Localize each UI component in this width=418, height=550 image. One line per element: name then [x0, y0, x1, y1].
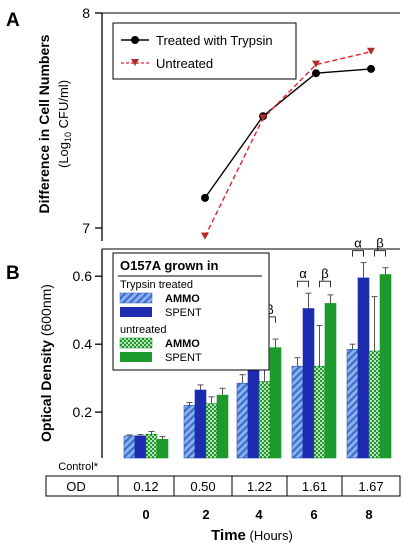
legend-untreated-marker: [131, 59, 139, 66]
bar-spent-untreated-8: [379, 274, 392, 459]
panel-a-label: A: [6, 10, 20, 31]
legend-group-untreated: untreated: [120, 324, 166, 336]
bar-ammo-untreated-8: [368, 350, 381, 459]
control-od-value-2: 0.50: [190, 479, 215, 494]
panel-a-legend-box: [112, 22, 297, 80]
panel-b-ylabel-text: Optical Density (600nm): [38, 284, 54, 442]
bar-ammo-treated-4: [236, 382, 249, 459]
point-treated-8: [367, 64, 375, 73]
significance-label-alpha-8: α: [354, 236, 362, 251]
bar-ammo-treated-6: [291, 365, 304, 459]
series-line-treated: [204, 68, 372, 199]
significance-label-beta-4: β: [266, 302, 273, 317]
panel-b-xtick-label-6: 6: [310, 507, 317, 522]
panel-a-tick-label-8: 8: [82, 5, 90, 21]
point-treated-2: [201, 193, 209, 202]
bar-ammo-treated-2: [183, 404, 196, 459]
panel-a-ylabel-line2: (Log10 CFU/ml): [56, 80, 73, 168]
bar-spent-untreated-4: [269, 347, 282, 459]
significance-bracket-alpha-8: [352, 250, 364, 257]
legend-ammo-treated-label: AMMO: [165, 293, 200, 305]
panel-b-axes: [101, 248, 400, 458]
bar-spent-treated-0: [134, 435, 147, 459]
panel-a-ylabel-line1: Difference in Cell Numbers: [36, 34, 52, 213]
control-table: Control* OD: [45, 461, 401, 497]
legend-swatch-spent-untreated: [120, 352, 152, 362]
bar-spent-treated-8: [357, 277, 370, 459]
panel-b-legend-title: O157A grown in: [120, 258, 219, 273]
significance-bracket-beta-8: [374, 250, 386, 257]
bar-ammo-untreated-6: [313, 365, 326, 459]
panel-b-xtick-label-4: 4: [255, 507, 263, 522]
panel-a-axes: 8 7: [82, 5, 400, 241]
control-table-cells: 0.12 0.50 1.22 1.61 1.67: [133, 476, 384, 496]
legend-treated-label: Treated with Trypsin: [156, 33, 273, 48]
bar-ammo-untreated-0: [145, 433, 158, 459]
point-untreated-2: [201, 232, 209, 240]
bar-spent-untreated-0: [156, 438, 169, 459]
significance-bracket-beta-6: [319, 280, 331, 288]
panel-a-ylabel: Difference in Cell Numbers (Log10 CFU/ml…: [36, 34, 73, 213]
bar-ammo-treated-0: [123, 435, 136, 459]
legend-ammo-untreated-label: AMMO: [165, 338, 200, 350]
bar-ammo-untreated-2: [205, 403, 218, 459]
legend-swatch-ammo-treated: [119, 292, 153, 304]
series-line-untreated: [204, 51, 372, 237]
significance-bracket-alpha-6: [297, 280, 309, 288]
legend-group-treated: Trypsin treated: [120, 279, 193, 291]
panel-a-legend: Treated with Trypsin Untreated: [112, 22, 297, 80]
control-od-value-6: 1.61: [302, 479, 327, 494]
significance-label-beta-8: β: [376, 236, 383, 251]
control-table-frame: [45, 475, 401, 497]
significance-label-beta-6: β: [321, 266, 328, 281]
legend-swatch-spent-treated: [120, 307, 152, 317]
panel-a-tick-label-7: 7: [82, 220, 90, 236]
panel-a-plot: [201, 47, 375, 240]
legend-swatch-ammo-untreated: [119, 337, 153, 349]
legend-untreated-label: Untreated: [156, 56, 213, 71]
panel-b-y-ticks: 0.2 0.4 0.6: [73, 268, 102, 420]
control-row-label: Control*: [58, 461, 98, 473]
legend-spent-untreated-label: SPENT: [165, 352, 202, 364]
panel-b-xtick-label-8: 8: [365, 507, 372, 522]
panel-b-label: B: [6, 263, 20, 284]
bar-ammo-untreated-4: [258, 381, 271, 459]
panel-b-xtick-label-0: 0: [142, 507, 149, 522]
control-od-value-4: 1.22: [247, 479, 272, 494]
panel-b-ytick-label-0.4: 0.4: [73, 336, 93, 352]
panel-b-ytick-label-0.6: 0.6: [73, 268, 93, 284]
point-untreated-8: [367, 47, 375, 55]
point-untreated-6: [312, 60, 320, 68]
control-od-label: OD: [66, 479, 86, 494]
panel-b-x-ticks: 0 2 4 6 8: [142, 507, 372, 522]
bar-spent-treated-6: [302, 308, 315, 459]
panel-b-ytick-label-0.2: 0.2: [73, 404, 93, 420]
panel-b-xlabel: Time (Hours): [211, 527, 293, 544]
bar-spent-untreated-2: [216, 394, 229, 459]
panel-b-legend: O157A grown in Trypsin treated AMMO SPEN…: [112, 252, 270, 371]
panel-b-xtick-label-2: 2: [202, 507, 209, 522]
panel-b-ylabel: Optical Density (600nm): [38, 284, 54, 442]
legend-spent-treated-label: SPENT: [165, 307, 202, 319]
legend-treated-marker: [131, 36, 139, 44]
bar-ammo-treated-8: [346, 348, 359, 459]
bar-spent-untreated-6: [324, 303, 337, 459]
control-od-value-8: 1.67: [358, 479, 383, 494]
point-untreated-4: [259, 114, 267, 122]
control-od-value-0: 0.12: [133, 479, 158, 494]
point-treated-6: [312, 69, 320, 78]
significance-label-alpha-6: α: [299, 266, 307, 281]
bar-spent-treated-2: [194, 389, 207, 459]
